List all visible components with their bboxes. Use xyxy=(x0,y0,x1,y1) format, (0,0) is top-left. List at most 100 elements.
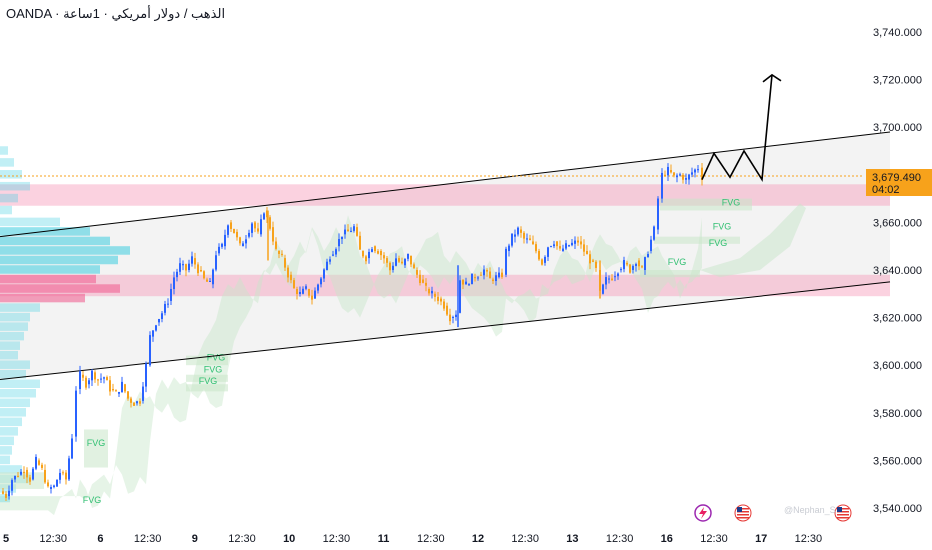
candle-body xyxy=(434,293,436,297)
candle-body xyxy=(571,242,573,246)
candle-body xyxy=(565,243,567,249)
candle-body xyxy=(188,263,190,270)
volume-bar-18 xyxy=(0,331,24,341)
lightning-icon-bolt xyxy=(699,507,707,519)
candle-body xyxy=(266,210,268,218)
y-tick-label: 3,700.000 xyxy=(873,122,922,134)
candle-body xyxy=(53,485,55,488)
flag-stripe xyxy=(737,514,749,516)
volume-bar-17 xyxy=(0,322,28,331)
candle-body xyxy=(212,269,214,285)
candle-body xyxy=(419,274,421,283)
volume-bar-16 xyxy=(0,312,30,322)
volume-bar-23 xyxy=(0,379,40,388)
volume-bar-13 xyxy=(0,284,120,293)
candle-body xyxy=(632,265,634,270)
candle-body xyxy=(562,248,564,251)
candle-body xyxy=(602,284,604,294)
candle-body xyxy=(236,231,238,238)
candle-body xyxy=(592,260,594,262)
volume-bar-22 xyxy=(0,369,26,379)
channel-line-1 xyxy=(0,281,891,380)
candle-body xyxy=(251,223,253,233)
fvg-zone-6 xyxy=(654,236,740,244)
candle-body xyxy=(121,381,123,392)
candle-body xyxy=(305,286,307,289)
candle-body xyxy=(452,317,454,319)
candle-body xyxy=(556,241,558,247)
candle-body xyxy=(474,277,476,279)
candle-body xyxy=(290,274,292,281)
candle-body xyxy=(68,458,70,480)
candle-body xyxy=(221,243,223,247)
candle-body xyxy=(194,258,196,265)
candle-body xyxy=(480,274,482,276)
candle-body xyxy=(644,257,646,270)
candle-body xyxy=(329,259,331,262)
x-tick-label: 12:30 xyxy=(606,533,634,545)
fvg-zone-4 xyxy=(186,384,228,392)
candle-body xyxy=(314,290,316,299)
x-tick-label: 6 xyxy=(97,533,103,545)
y-tick-label: 3,740.000 xyxy=(873,27,922,39)
candle-body xyxy=(495,275,497,281)
candle-body xyxy=(374,246,376,252)
x-tick-label: 11 xyxy=(378,533,390,545)
candle-body xyxy=(323,269,325,279)
candle-body xyxy=(239,237,241,244)
candle-body xyxy=(589,254,591,264)
candles xyxy=(2,163,703,501)
candle-body xyxy=(380,250,382,256)
x-tick-label: 16 xyxy=(661,533,673,545)
candle-body xyxy=(638,260,640,267)
flag-stripe xyxy=(737,511,749,513)
candle-body xyxy=(8,490,10,497)
candle-body xyxy=(200,270,202,272)
candle-body xyxy=(182,264,184,266)
candle-body xyxy=(365,256,367,262)
fvg-zone-7 xyxy=(640,270,700,278)
volume-bar-24 xyxy=(0,389,36,398)
candle-body xyxy=(657,198,659,230)
candle-body xyxy=(145,363,147,387)
fvg-zone-2 xyxy=(186,355,228,366)
candle-body xyxy=(685,178,687,180)
fvg-label-3: FVG xyxy=(204,364,223,374)
candle-body xyxy=(647,254,649,258)
flag-stripe xyxy=(737,517,749,519)
candle-body xyxy=(100,378,102,380)
volume-bar-26 xyxy=(0,408,26,417)
fvg-zone-1 xyxy=(84,429,108,468)
candle-body xyxy=(538,250,540,260)
candle-body xyxy=(362,250,364,257)
y-tick-label: 3,640.000 xyxy=(873,265,922,277)
candle-body xyxy=(35,456,37,469)
price-badge: 3,679.490 04:02 xyxy=(866,169,932,196)
candle-body xyxy=(203,271,205,279)
candle-body xyxy=(260,219,262,235)
event-icons: @Nephan_S xyxy=(694,504,852,522)
volume-bar-11 xyxy=(0,265,100,274)
lightning-icon xyxy=(694,504,712,522)
candle-body xyxy=(586,250,588,255)
candle-body xyxy=(317,284,319,291)
candle-body xyxy=(416,270,418,275)
candle-body xyxy=(142,386,144,401)
candle-body xyxy=(127,391,129,399)
candle-body xyxy=(139,401,141,404)
candle-body xyxy=(79,371,81,389)
candle-body xyxy=(326,261,328,270)
candle-body xyxy=(136,401,138,404)
fvg-zone-5 xyxy=(660,198,752,211)
candle-body xyxy=(338,239,340,247)
candle-body xyxy=(197,264,199,274)
candle-body xyxy=(410,255,412,265)
candle-body xyxy=(170,289,172,301)
candle-body xyxy=(443,301,445,309)
y-tick-label: 3,600.000 xyxy=(873,360,922,372)
candle-body xyxy=(437,296,439,301)
x-tick-label: 13 xyxy=(566,533,578,545)
volume-bar-32 xyxy=(0,465,22,474)
candle-body xyxy=(332,254,334,256)
